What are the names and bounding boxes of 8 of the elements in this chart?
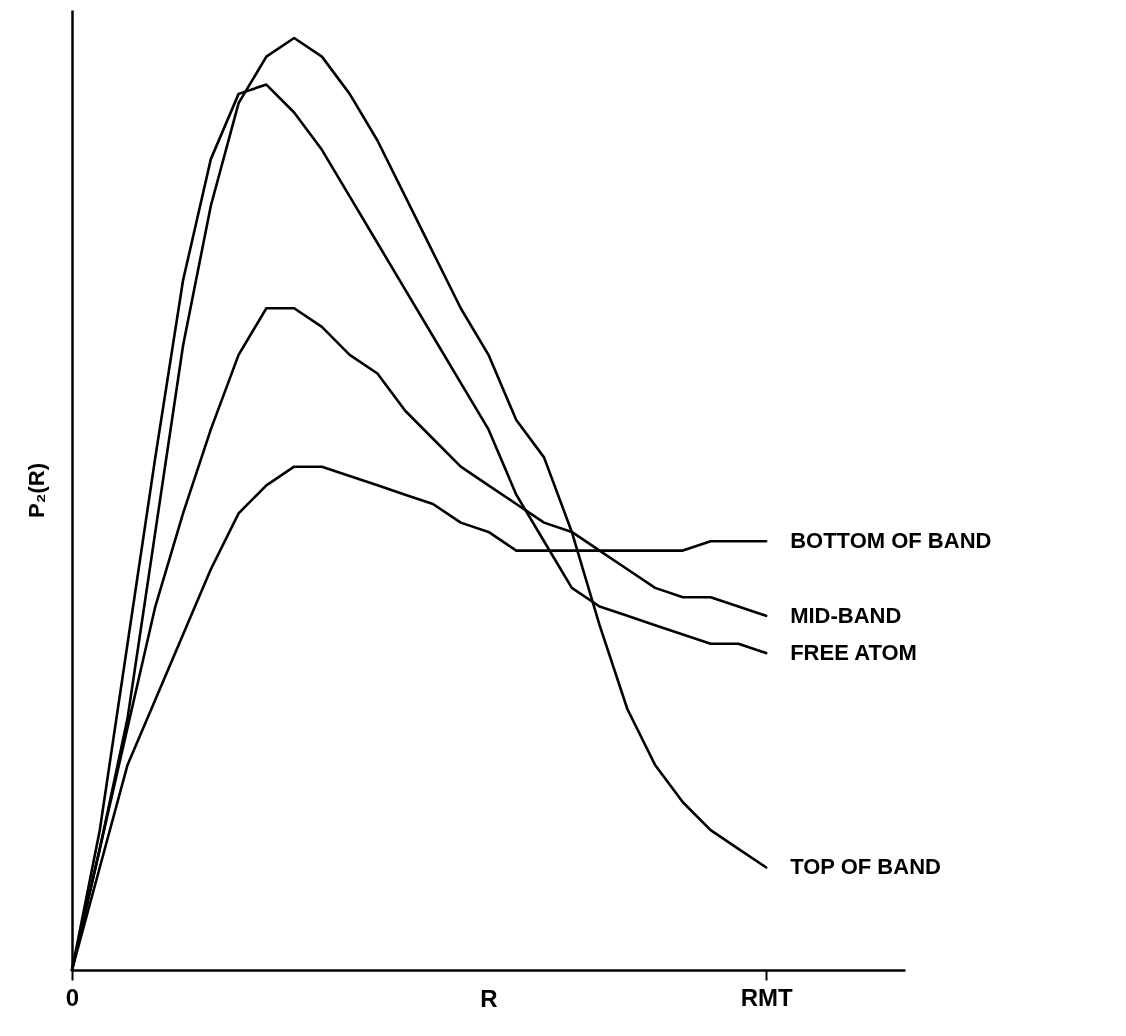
x-axis-title: R (480, 984, 498, 1012)
series-label: MID-BAND (790, 602, 902, 628)
y-axis-title: P₂(R) (23, 463, 49, 518)
x-tick-label: RMT (740, 983, 793, 1011)
series-label: BOTTOM OF BAND (790, 528, 992, 554)
series-label: TOP OF BAND (790, 854, 941, 880)
x-tick-label: 0 (65, 983, 80, 1011)
series-label: FREE ATOM (790, 640, 917, 666)
